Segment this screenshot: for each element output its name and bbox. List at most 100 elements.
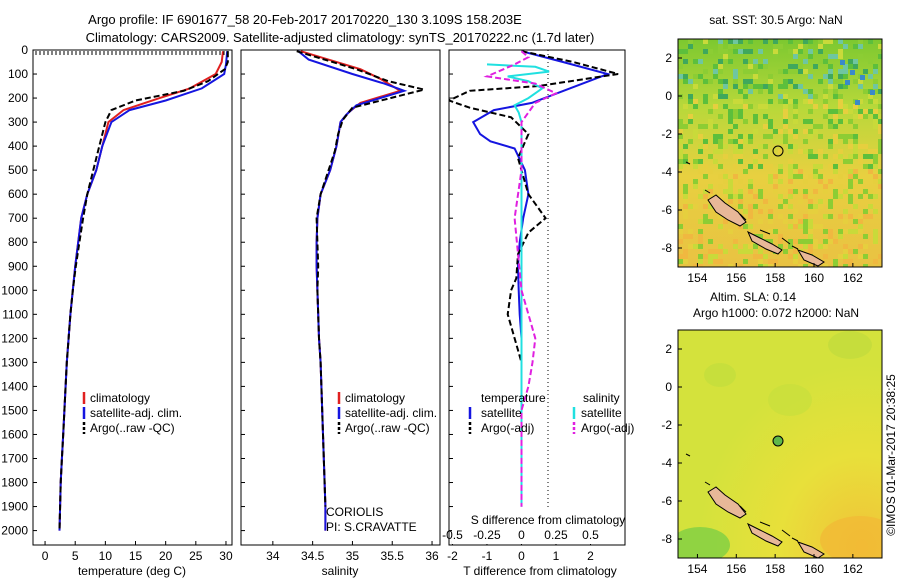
sst-pixel — [853, 59, 858, 64]
sst-pixel — [748, 184, 753, 189]
depth-tick-label: 1700 — [1, 451, 28, 465]
sst-pixel — [678, 229, 683, 234]
sst-pixel — [678, 189, 683, 194]
sla-blob — [678, 527, 730, 558]
sst-pixel — [818, 244, 823, 249]
sst-pixel — [693, 164, 698, 169]
sst-pixel — [768, 209, 773, 214]
sst-pixel — [873, 79, 878, 84]
sst-pixel — [723, 189, 728, 194]
sst-pixel — [758, 249, 763, 254]
sst-pixel — [778, 69, 783, 74]
sst-pixel — [738, 159, 743, 164]
sst-pixel — [878, 174, 882, 179]
sst-pixel — [723, 79, 728, 84]
sst-pixel — [728, 129, 733, 134]
depth-tick-label: 1400 — [1, 379, 28, 393]
lat-tick-label: -4 — [661, 456, 672, 470]
sst-pixel — [738, 154, 743, 159]
sst-pixel — [808, 194, 813, 199]
sst-pixel — [788, 69, 793, 74]
sst-pixel — [688, 204, 693, 209]
sst-pixel — [703, 204, 708, 209]
sla-map — [678, 330, 882, 558]
sst-pixel — [743, 249, 748, 254]
sst-pixel — [828, 234, 833, 239]
sst-pixel — [853, 44, 858, 49]
sst-pixel — [858, 114, 863, 119]
depth-tick-label: 100 — [8, 67, 28, 81]
sst-pixel — [713, 259, 718, 264]
sst-pixel — [768, 74, 773, 79]
legend-satellite-adj: satellite-adj. clim. — [90, 406, 182, 420]
sst-pixel — [793, 134, 798, 139]
sst-pixel — [738, 224, 743, 229]
sst-pixel — [768, 124, 773, 129]
sst-pixel — [778, 99, 783, 104]
sst-pixel — [753, 119, 758, 124]
sst-pixel — [868, 39, 873, 44]
sst-pixel — [698, 74, 703, 79]
s-tick-label: 0.25 — [544, 528, 568, 542]
sst-pixel — [718, 39, 723, 44]
sst-pixel — [853, 124, 858, 129]
sst-pixel — [703, 49, 708, 54]
sst-pixel — [758, 104, 763, 109]
sst-pixel — [763, 199, 768, 204]
sst-pixel — [823, 154, 828, 159]
sst-pixel — [678, 49, 683, 54]
sst-pixel — [768, 259, 773, 264]
sst-pixel — [838, 39, 843, 44]
sst-pixel — [838, 109, 843, 114]
s-tick-label: 0.5 — [582, 528, 599, 542]
depth-tick-label: 500 — [8, 163, 28, 177]
sst-pixel — [843, 74, 848, 79]
sst-pixel — [833, 54, 838, 59]
sst-pixel — [843, 104, 848, 109]
sst-pixel — [773, 44, 778, 49]
sst-pixel — [733, 139, 738, 144]
s-difference-label: S difference from climatology — [471, 513, 626, 527]
sst-pixel — [748, 64, 753, 69]
depth-tick-label: 1000 — [1, 283, 28, 297]
sst-pixel — [818, 59, 823, 64]
sst-pixel — [818, 199, 823, 204]
sst-pixel — [793, 54, 798, 59]
salinity-plot-frame — [240, 49, 441, 546]
sst-pixel — [808, 109, 813, 114]
sst-pixel — [698, 239, 703, 244]
sst-pixel — [728, 184, 733, 189]
sst-pixel — [748, 244, 753, 249]
sst-pixel — [793, 49, 798, 54]
sst-pixel — [708, 154, 713, 159]
sst-pixel — [778, 169, 783, 174]
sst-pixel — [753, 244, 758, 249]
sst-pixel — [738, 144, 743, 149]
sst-pixel — [788, 49, 793, 54]
sst-pixel — [863, 109, 868, 114]
sst-pixel — [843, 119, 848, 124]
depth-tick-label: 300 — [8, 115, 28, 129]
sst-pixel — [683, 194, 688, 199]
sst-pixel — [778, 129, 783, 134]
sst-pixel — [848, 154, 853, 159]
sst-pixel — [693, 179, 698, 184]
sst-pixel — [753, 159, 758, 164]
sst-pixel — [858, 219, 863, 224]
sla-map-frame — [677, 329, 883, 559]
sst-pixel — [813, 154, 818, 159]
sst-pixel — [683, 254, 688, 259]
sst-pixel — [758, 234, 763, 239]
sst-pixel — [838, 79, 843, 84]
land-santa-isabel — [746, 522, 783, 547]
sst-pixel — [808, 129, 813, 134]
sst-pixel — [808, 99, 813, 104]
sst-pixel — [788, 149, 793, 154]
sst-pixel — [818, 79, 823, 84]
lon-tick-label: 162 — [843, 562, 863, 576]
sst-pixel — [848, 264, 853, 267]
sst-pixel — [718, 244, 723, 249]
sst-pixel — [708, 249, 713, 254]
series-line-satellite-adj-clim- — [58, 51, 229, 531]
sst-pixel — [688, 39, 693, 44]
